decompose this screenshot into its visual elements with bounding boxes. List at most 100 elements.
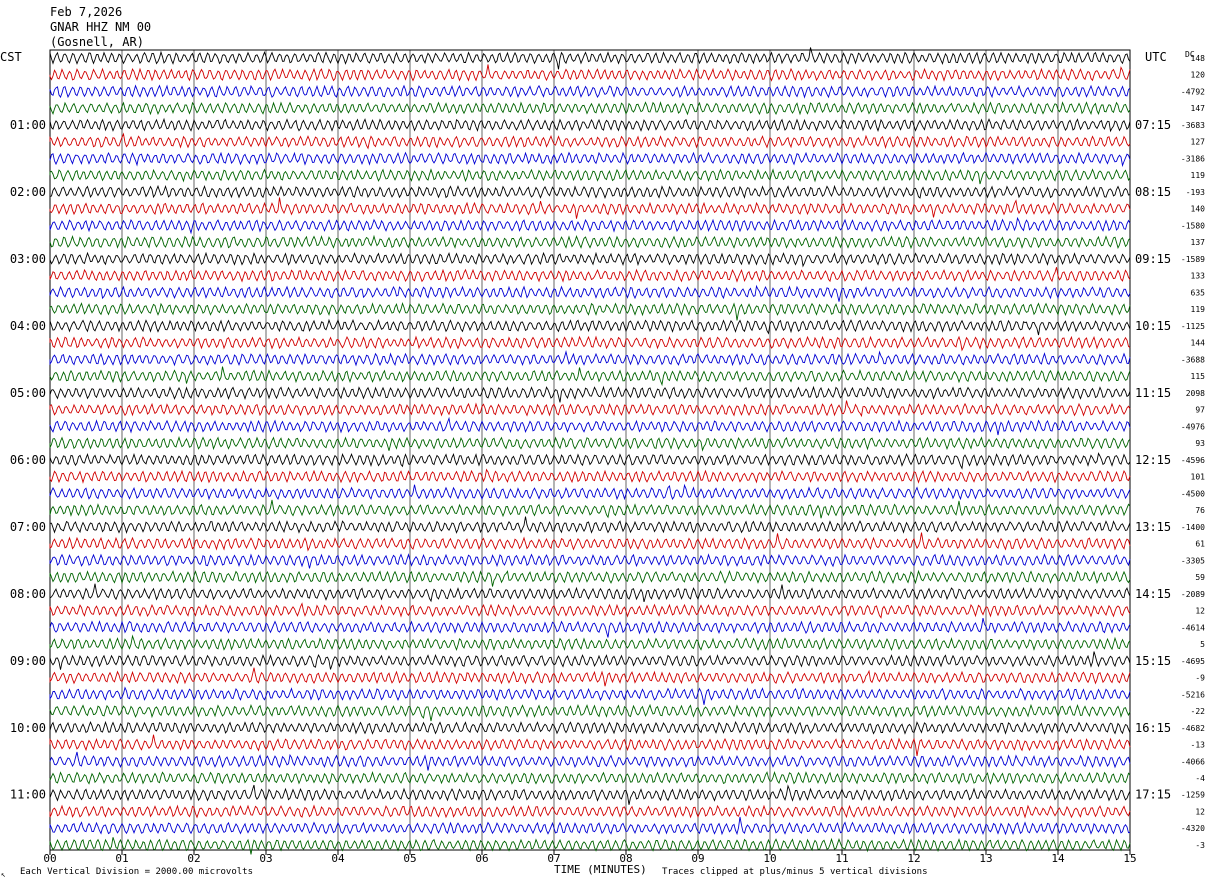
dc-offset-label: -4976 [1181, 422, 1205, 431]
x-tick-label: 10 [763, 852, 776, 865]
cst-time-label: 06:00 [10, 453, 46, 467]
seismic-trace [49, 416, 1131, 436]
dc-offset-label: 127 [1191, 138, 1206, 147]
seismic-trace [49, 400, 1131, 418]
dc-offset-label: -1259 [1181, 791, 1205, 800]
utc-time-label: 12:15 [1135, 453, 1171, 467]
x-tick-label: 11 [835, 852, 848, 865]
cst-time-label: 02:00 [10, 185, 46, 199]
seismic-trace [49, 168, 1131, 185]
dc-offset-label: -4596 [1181, 456, 1205, 465]
x-tick-label: 12 [907, 852, 920, 865]
x-tick-label: 03 [259, 852, 272, 865]
utc-time-label: 17:15 [1135, 788, 1171, 802]
x-tick-label: 01 [115, 852, 128, 865]
seismic-trace [49, 703, 1131, 722]
seismic-trace [49, 583, 1131, 603]
dc-offset-label: 119 [1191, 171, 1206, 180]
dc-offset-label: -4682 [1181, 724, 1205, 733]
header-location: (Gosnell, AR) [50, 35, 144, 49]
dc-offset-label: 147 [1191, 104, 1206, 113]
dc-offset-label: 59 [1195, 573, 1205, 582]
right-axis-title: UTC [1145, 50, 1167, 64]
dc-offset-label: -4066 [1181, 757, 1205, 766]
seismic-trace [49, 216, 1131, 235]
seismic-trace [49, 816, 1131, 836]
dc-offset-label: -1125 [1181, 322, 1205, 331]
seismic-trace [49, 132, 1131, 150]
seismic-trace [49, 350, 1131, 367]
seismic-trace [49, 617, 1131, 638]
corner-mark: ↖ [1, 870, 6, 879]
seismic-trace [49, 64, 1131, 82]
utc-time-label: 09:15 [1135, 252, 1171, 266]
dc-offset-label: 635 [1191, 288, 1206, 297]
seismic-trace [49, 452, 1131, 470]
dc-offset-label: 76 [1195, 506, 1205, 515]
utc-time-label: 13:15 [1135, 520, 1171, 534]
dc-offset-label: -5216 [1181, 690, 1205, 699]
seismic-trace [49, 284, 1131, 302]
x-tick-label: 00 [43, 852, 56, 865]
dc-offset-label: -4320 [1181, 824, 1205, 833]
x-tick-label: 08 [619, 852, 632, 865]
x-tick-label: 15 [1123, 852, 1136, 865]
x-tick-label: 07 [547, 852, 560, 865]
dc-offset-label: -4500 [1181, 489, 1205, 498]
dc-offset-label: 12 [1195, 807, 1205, 816]
seismic-trace [49, 499, 1131, 519]
seismic-trace [49, 569, 1131, 587]
dc-offset-label: 148 [1191, 54, 1206, 63]
x-tick-label: 06 [475, 852, 488, 865]
cst-time-label: 04:00 [10, 319, 46, 333]
seismic-trace [49, 651, 1131, 670]
cst-time-label: 01:00 [10, 118, 46, 132]
dc-offset-label: 144 [1191, 339, 1206, 348]
utc-time-label: 07:15 [1135, 118, 1171, 132]
cst-time-label: 07:00 [10, 520, 46, 534]
seismic-trace [49, 366, 1131, 387]
x-axis-label: TIME (MINUTES) [554, 863, 647, 876]
dc-offset-label: -1400 [1181, 523, 1205, 532]
seismic-trace [49, 483, 1131, 501]
dc-offset-label: -4695 [1181, 657, 1205, 666]
seismic-trace [49, 602, 1131, 619]
dc-offset-label: 61 [1195, 540, 1205, 549]
cst-time-label: 11:00 [10, 788, 46, 802]
dc-offset-label: 97 [1195, 406, 1205, 415]
utc-time-label: 15:15 [1135, 654, 1171, 668]
seismic-trace [49, 468, 1131, 484]
dc-offset-label: -3688 [1181, 355, 1205, 364]
x-tick-label: 13 [979, 852, 992, 865]
dc-offset-label: 133 [1191, 272, 1206, 281]
seismic-trace [49, 47, 1131, 70]
utc-time-label: 16:15 [1135, 721, 1171, 735]
dc-offset-label: -2089 [1181, 590, 1205, 599]
seismic-trace [49, 837, 1131, 855]
trace-group [49, 47, 1131, 855]
seismic-trace [49, 385, 1131, 403]
seismic-trace [49, 804, 1131, 819]
dc-offset-label: -3305 [1181, 556, 1205, 565]
seismic-trace [49, 302, 1131, 321]
seismic-trace [49, 318, 1131, 336]
dc-offset-label: 101 [1191, 473, 1206, 482]
left-axis-title: CST [0, 50, 22, 64]
seismic-trace [49, 734, 1131, 757]
x-tick-label: 14 [1051, 852, 1065, 865]
dc-offset-label: 119 [1191, 305, 1206, 314]
dc-offset-label: -1580 [1181, 221, 1205, 230]
cst-time-label: 03:00 [10, 252, 46, 266]
utc-time-label: 08:15 [1135, 185, 1171, 199]
header-station: GNAR HHZ NM 00 [50, 20, 152, 34]
utc-time-label: 10:15 [1135, 319, 1171, 333]
seismic-trace [49, 117, 1131, 133]
seismic-trace [49, 751, 1131, 771]
seismic-trace [49, 184, 1131, 199]
x-tick-label: 04 [331, 852, 345, 865]
cst-time-label: 08:00 [10, 587, 46, 601]
dc-offset-label: -1589 [1181, 255, 1205, 264]
seismic-trace [49, 686, 1131, 705]
seismic-trace [49, 771, 1131, 785]
seismic-trace [49, 267, 1131, 283]
